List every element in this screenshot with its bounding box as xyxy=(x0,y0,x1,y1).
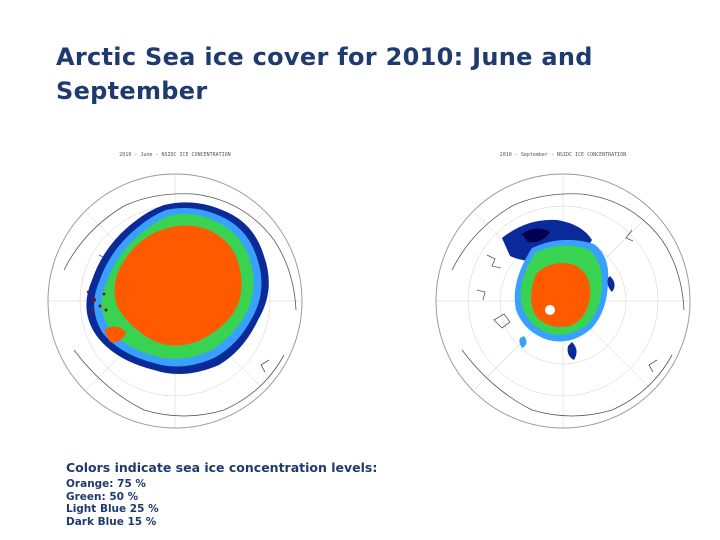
legend: Colors indicate sea ice concentration le… xyxy=(66,460,377,528)
legend-line-dark-blue: Dark Blue 15 % xyxy=(66,515,157,528)
june-map-caption: 2010 - June - NSIDC ICE CONCENTRATION xyxy=(119,152,231,158)
june-polar-map xyxy=(47,173,303,429)
september-map-caption: 2010 - September - NSIDC ICE CONCENTRATI… xyxy=(499,152,627,158)
september-ice-map: 2010 - September - NSIDC ICE CONCENTRATI… xyxy=(432,152,694,442)
legend-line-orange: Orange: 75 % xyxy=(66,478,146,490)
legend-line-green: Green: 50 % xyxy=(66,490,139,503)
september-ice-orange xyxy=(531,263,591,327)
june-ice-map: 2010 - June - NSIDC ICE CONCENTRATION xyxy=(44,152,306,442)
september-polar-map xyxy=(435,173,691,429)
june-ice-orange xyxy=(114,225,242,346)
september-coastlines xyxy=(451,193,685,417)
legend-title: Colors indicate sea ice concentration le… xyxy=(66,460,378,475)
legend-line-light-blue: Light Blue 25 % xyxy=(66,503,159,515)
slide-title: Arctic Sea ice cover for 2010: June and … xyxy=(56,43,593,105)
